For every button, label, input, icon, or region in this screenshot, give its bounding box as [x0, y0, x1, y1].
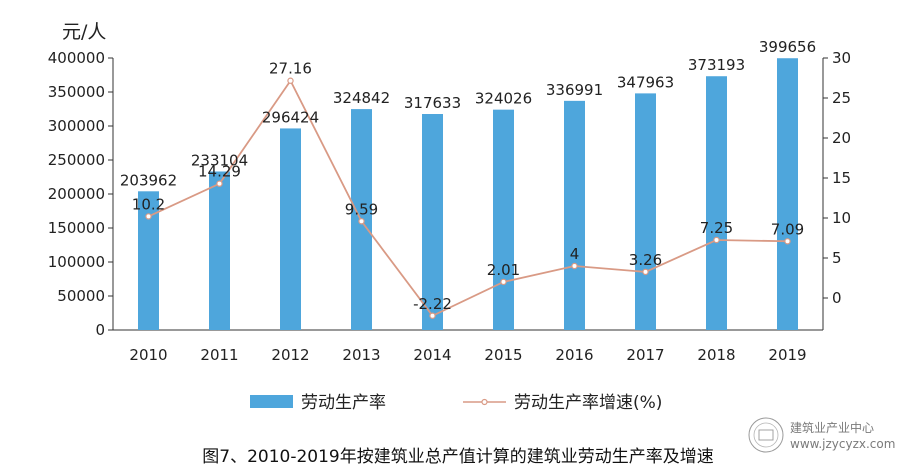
right-tick-label: 5	[832, 249, 842, 267]
bar	[422, 114, 443, 331]
bar	[706, 76, 727, 330]
site-watermark: 建筑业产业中心 www.jzycyzx.com	[748, 417, 895, 453]
bar	[138, 191, 159, 330]
left-tick-label: 400000	[48, 49, 105, 67]
x-tick-label: 2018	[697, 346, 735, 364]
x-tick-label: 2011	[200, 346, 238, 364]
left-axis-unit: 元/人	[62, 21, 106, 43]
growth-line	[148, 78, 788, 317]
legend-bar-swatch	[250, 395, 293, 408]
left-tick-label: 100000	[48, 253, 105, 271]
growth-point	[358, 218, 365, 225]
bar-value-label: 203962	[120, 171, 177, 189]
right-tick-label: 0	[832, 289, 842, 307]
x-tick-label: 2014	[413, 346, 451, 364]
growth-point	[571, 262, 578, 270]
x-tick-label: 2012	[271, 346, 309, 364]
bar-value-label: 233104	[191, 151, 248, 169]
x-tick-label: 2013	[342, 346, 380, 364]
growth-point	[429, 312, 436, 319]
right-tick-label: 15	[832, 169, 851, 187]
right-tick-label: 25	[832, 89, 851, 107]
growth-value-label: 27.16	[269, 60, 312, 78]
growth-value-label: 3.26	[629, 251, 662, 269]
x-tick-label: 2017	[626, 346, 664, 364]
legend-bar-label: 劳动生产率	[301, 393, 386, 413]
bar-value-label: 399656	[759, 38, 816, 56]
growth-point	[642, 268, 649, 276]
right-tick-label: 10	[832, 209, 851, 227]
bar	[635, 93, 656, 330]
bar-value-label: 317633	[404, 94, 461, 112]
growth-value-label: 7.25	[700, 219, 733, 237]
legend-line-marker	[481, 398, 488, 406]
bar-value-label: 347963	[617, 73, 674, 91]
left-tick-label: 200000	[48, 185, 105, 203]
left-tick-label: 300000	[48, 117, 105, 135]
bar	[777, 58, 798, 331]
bar-value-label: 324842	[333, 89, 390, 107]
growth-value-label: 7.09	[771, 220, 804, 238]
right-tick-label: 20	[832, 129, 851, 147]
growth-value-label: -2.22	[413, 295, 452, 313]
growth-point	[287, 77, 294, 84]
plot-area: 0 50000 100000 150000 200000 250000 300000 3500…	[48, 38, 851, 364]
x-tick-label: 2016	[555, 346, 593, 364]
chart-caption: 图7、2010-2019年按建筑业总产值计算的建筑业劳动生产率及增速	[202, 447, 713, 467]
bar-value-label: 373193	[688, 56, 745, 74]
left-tick-label: 50000	[57, 287, 105, 305]
x-tick-label: 2015	[484, 346, 522, 364]
left-tick-label: 250000	[48, 151, 105, 169]
watermark-seal-inner-ring	[753, 422, 779, 448]
left-tick-label: 350000	[48, 83, 105, 101]
watermark-building-icon	[758, 429, 774, 441]
growth-value-label: 4	[570, 245, 580, 263]
growth-value-label: 10.2	[132, 195, 165, 213]
right-tick-label: 30	[832, 49, 851, 67]
bar-value-label: 336991	[546, 81, 603, 99]
growth-value-label: 14.29	[198, 163, 241, 181]
bar-value-label: 324026	[475, 90, 532, 108]
growth-point	[216, 180, 223, 187]
legend-line-label: 劳动生产率增速(%)	[514, 393, 662, 413]
bar	[209, 171, 230, 330]
x-tick-label: 2019	[768, 346, 806, 364]
growth-point	[145, 213, 152, 220]
bar-value-label: 296424	[262, 108, 319, 126]
legend: 劳动生产率 劳动生产率增速(%)	[250, 393, 662, 413]
growth-point	[713, 236, 720, 244]
bar	[493, 109, 514, 330]
left-tick-label: 150000	[48, 219, 105, 237]
growth-point	[784, 238, 791, 245]
watermark-seal-icon	[748, 417, 784, 453]
bar	[280, 128, 301, 330]
watermark-url: www.jzycyzx.com	[790, 437, 895, 451]
growth-value-label: 9.59	[345, 200, 378, 218]
growth-point	[500, 278, 507, 286]
x-tick-label: 2010	[129, 346, 167, 364]
left-tick-label: 0	[95, 321, 105, 339]
growth-value-label: 2.01	[487, 261, 520, 279]
watermark-name: 建筑业产业中心	[790, 420, 874, 435]
bar	[564, 100, 585, 330]
